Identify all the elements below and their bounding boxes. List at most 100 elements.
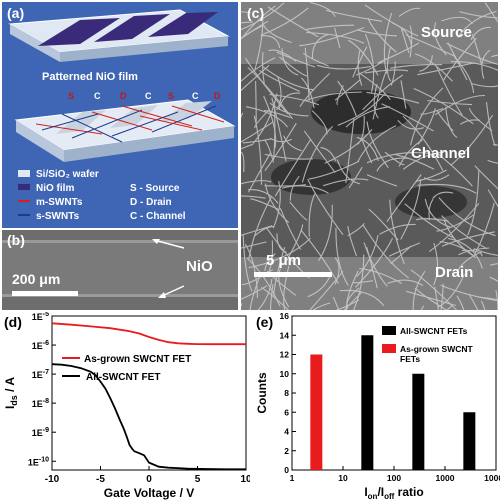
nanotube-strand — [352, 254, 365, 310]
nanotube-strand — [373, 83, 379, 119]
nanotube-strand — [487, 189, 498, 208]
nanotube-strand — [417, 183, 477, 194]
nanotube-strand — [400, 80, 407, 109]
panel-label-c: (c) — [247, 5, 265, 21]
electrode-letter: S — [168, 91, 174, 101]
nanotube-strand — [254, 225, 274, 237]
nanotube-strand — [404, 203, 454, 239]
legend: As-grown SWCNT FET All-SWCNT FET — [62, 354, 191, 383]
top-slab-side — [10, 24, 60, 62]
nanotube-strand — [303, 130, 336, 173]
nanotube-strand — [456, 295, 465, 310]
nanotube-strand — [346, 287, 360, 309]
nanotube-strand — [415, 169, 447, 182]
y-tick-label: 10 — [280, 369, 290, 379]
nanotube-strand — [254, 108, 271, 129]
nanotube-strand — [302, 52, 329, 67]
nanotube-strand — [448, 237, 483, 269]
nanotube-strand — [320, 146, 337, 162]
panel-c-sem-image: Source Channel Drain 5 μm (c) — [241, 2, 498, 310]
source-label: Source — [421, 24, 472, 41]
y-tick-label: 1E-7 — [32, 369, 49, 380]
nanotube-strand — [417, 108, 436, 145]
nio-stripe — [38, 18, 120, 46]
nanotube-strand — [304, 47, 310, 101]
nanotube-strand — [278, 268, 290, 308]
legend-s-swnt: s-SWNTs — [36, 211, 80, 222]
nanotube-strand — [446, 42, 498, 65]
nanotube-strand — [437, 153, 473, 187]
nanotube-strand — [316, 64, 371, 70]
nio-label: NiO — [186, 258, 213, 275]
nanotube-strand — [487, 159, 498, 164]
nanotube-strand — [332, 296, 340, 310]
nanotube-strand — [348, 166, 363, 189]
x-tick-label: -10 — [45, 474, 60, 485]
nanotube-strand — [241, 64, 270, 92]
nanotube-strand — [437, 274, 465, 308]
nanotube-strand — [406, 290, 456, 307]
y-axis-label: Counts — [255, 372, 269, 414]
x-axis-label: Ion/Ioff ratio — [364, 485, 423, 500]
nanotube-strand — [308, 192, 316, 237]
arrow-head-icon — [152, 239, 160, 244]
nio-stripe — [148, 12, 218, 37]
nanotube-strand — [241, 20, 269, 40]
nanotube-strand — [356, 136, 379, 161]
nanotube-strand — [281, 185, 329, 194]
nanotube-strand — [241, 180, 272, 185]
nanotube-strand — [364, 33, 375, 93]
y-tick-label: 1E-8 — [32, 398, 49, 409]
nanotube-strand — [473, 202, 495, 257]
nanotube-strand — [405, 34, 457, 58]
legend-source: S - Source — [130, 183, 180, 194]
nanotube-strand — [441, 16, 473, 25]
nanotube-strand — [264, 253, 276, 271]
nanotube-strand — [435, 66, 463, 116]
nanotube-strand — [276, 233, 287, 253]
nanotube-strand — [424, 198, 451, 228]
nanotube-strand — [241, 285, 268, 300]
nanotube-strand — [299, 26, 365, 47]
nanotube-strand — [242, 138, 273, 144]
nanotube-strand — [364, 69, 409, 74]
nanotube-strand — [400, 28, 410, 54]
wafer-swatch — [18, 170, 30, 177]
nanotube-strand — [480, 300, 486, 310]
x-tick-label: 10 — [240, 474, 250, 485]
nanotube-strand — [261, 286, 290, 310]
nanotube-strand — [402, 151, 444, 170]
ratio-histogram-chart: 1 10 100 1000 10000 0 2 4 6 8 10 12 14 16 Counts Ion/… — [255, 312, 500, 500]
nanotube-strand — [289, 175, 300, 201]
y-tick-label: 4 — [284, 427, 289, 437]
nanotube-strand — [241, 11, 251, 14]
nanotube-strand — [484, 2, 498, 24]
nanotube-strand — [416, 218, 449, 222]
nanotube-strand — [420, 305, 425, 310]
nanotube-strand — [481, 49, 491, 79]
nanotube-strand — [304, 91, 362, 102]
nanotube-strand — [355, 237, 393, 288]
nanotube-strand — [257, 278, 273, 310]
x-tick-label: 0 — [146, 474, 152, 485]
electrode-letter: C — [192, 91, 199, 101]
nanotube-strand — [440, 283, 444, 310]
nanotube-strand — [241, 195, 266, 199]
nanotube-strand — [248, 196, 272, 259]
nanotube-strand — [279, 56, 308, 77]
nanotube-strand — [246, 257, 281, 307]
nanotube-strand — [457, 10, 497, 38]
plot-frame — [51, 315, 247, 471]
nanotube-strand — [247, 67, 293, 120]
nanotube-strand — [248, 152, 272, 193]
x-tick-label: 5 — [195, 474, 201, 485]
nanotube-strand — [271, 97, 287, 162]
y-tick-label: 1E-5 — [32, 312, 49, 322]
nanotube-strand — [300, 229, 339, 284]
nanotube-strand — [434, 286, 440, 310]
nio-stripe — [94, 14, 170, 42]
nanotube-strand — [459, 11, 498, 19]
y-tick-label: 1E-9 — [32, 427, 49, 438]
nanotube-strand — [363, 242, 388, 287]
nanotube-strand — [468, 293, 479, 310]
